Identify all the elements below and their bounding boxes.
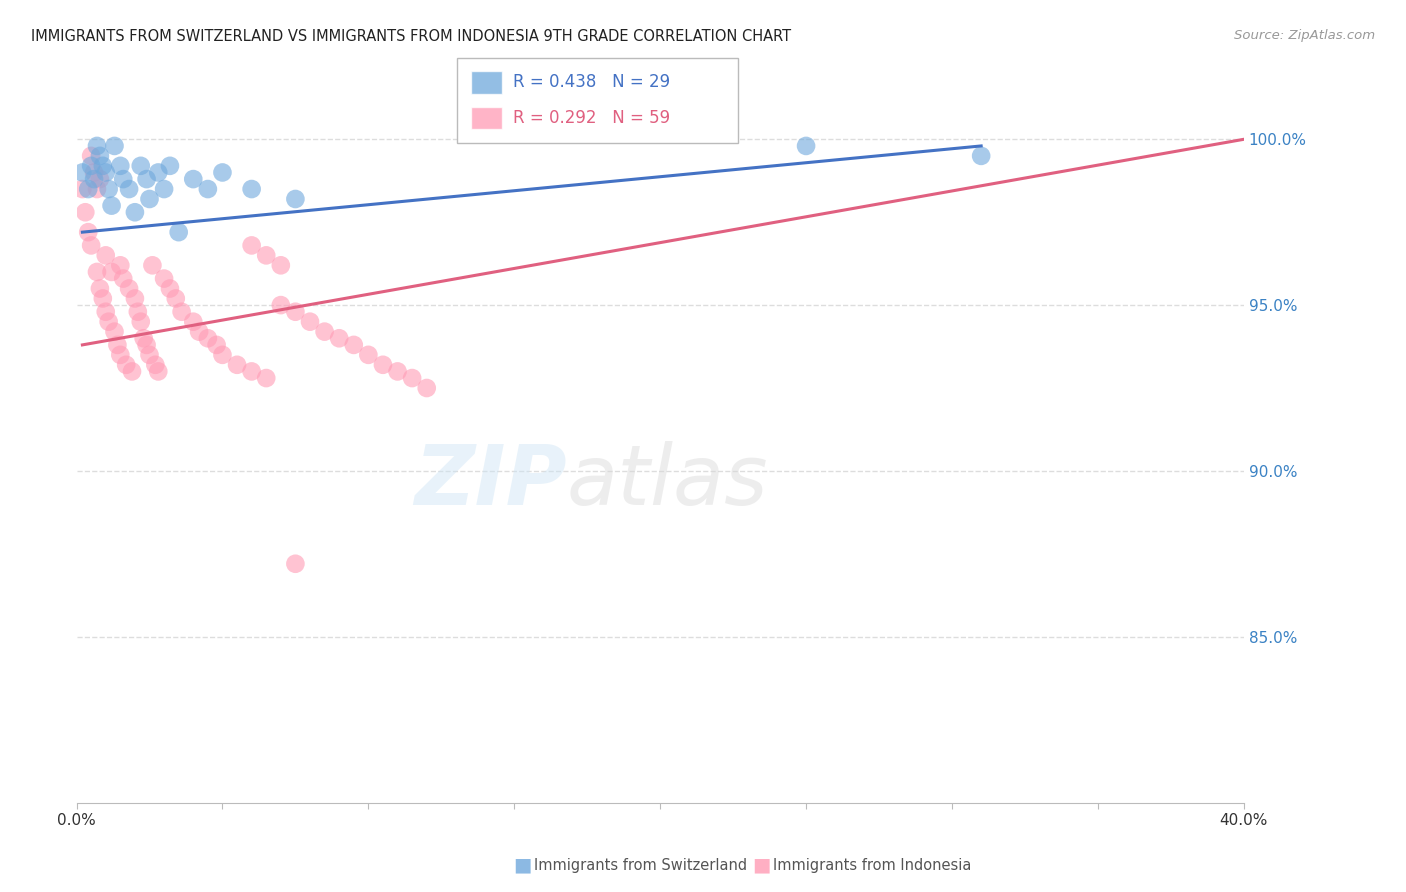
Text: Immigrants from Indonesia: Immigrants from Indonesia bbox=[773, 858, 972, 872]
Point bbox=[97, 182, 120, 196]
Point bbox=[284, 557, 307, 571]
Point bbox=[80, 159, 103, 173]
Point bbox=[159, 281, 181, 295]
Point bbox=[112, 271, 135, 285]
Point bbox=[167, 225, 190, 239]
Point bbox=[121, 364, 143, 378]
Point bbox=[284, 304, 307, 318]
Point bbox=[148, 364, 170, 378]
Point bbox=[100, 199, 122, 213]
Point bbox=[124, 292, 146, 306]
Point bbox=[226, 358, 249, 372]
Point bbox=[159, 159, 181, 173]
Point bbox=[141, 258, 163, 272]
Point bbox=[129, 315, 152, 329]
Point bbox=[328, 331, 350, 345]
Point bbox=[135, 172, 157, 186]
Text: ■: ■ bbox=[752, 855, 770, 875]
Point bbox=[357, 348, 380, 362]
Point bbox=[86, 182, 108, 196]
Point bbox=[127, 304, 149, 318]
Point bbox=[314, 325, 336, 339]
Point bbox=[153, 271, 176, 285]
Point bbox=[94, 304, 117, 318]
Point bbox=[110, 348, 132, 362]
Point bbox=[91, 159, 114, 173]
Point bbox=[118, 281, 141, 295]
Point bbox=[254, 248, 277, 262]
Point bbox=[211, 165, 233, 179]
Point bbox=[72, 165, 94, 179]
Point bbox=[298, 315, 321, 329]
Point bbox=[153, 182, 176, 196]
Point bbox=[148, 165, 170, 179]
Point bbox=[94, 165, 117, 179]
Point bbox=[343, 338, 366, 352]
Point bbox=[270, 258, 292, 272]
Point bbox=[401, 371, 423, 385]
Point bbox=[188, 325, 211, 339]
Point bbox=[103, 325, 125, 339]
Point bbox=[416, 381, 439, 395]
Point bbox=[181, 315, 204, 329]
Point bbox=[91, 292, 114, 306]
Point bbox=[138, 192, 160, 206]
Point bbox=[205, 338, 228, 352]
Point bbox=[118, 182, 141, 196]
Point bbox=[170, 304, 193, 318]
Point bbox=[107, 338, 129, 352]
Point bbox=[211, 348, 233, 362]
Point bbox=[970, 149, 993, 163]
Point bbox=[197, 182, 219, 196]
Point bbox=[270, 298, 292, 312]
Point bbox=[135, 338, 157, 352]
Point bbox=[143, 358, 166, 372]
Text: ■: ■ bbox=[513, 855, 531, 875]
Text: atlas: atlas bbox=[567, 441, 769, 522]
Point bbox=[124, 205, 146, 219]
Text: R = 0.292   N = 59: R = 0.292 N = 59 bbox=[513, 109, 671, 127]
Point bbox=[794, 139, 817, 153]
Point bbox=[129, 159, 152, 173]
Point bbox=[284, 192, 307, 206]
Point bbox=[89, 149, 111, 163]
Point bbox=[165, 292, 187, 306]
Point bbox=[77, 225, 100, 239]
Point bbox=[97, 315, 120, 329]
Point bbox=[181, 172, 204, 186]
Point bbox=[371, 358, 394, 372]
Text: Immigrants from Switzerland: Immigrants from Switzerland bbox=[534, 858, 748, 872]
Point bbox=[240, 364, 263, 378]
Point bbox=[86, 265, 108, 279]
Point bbox=[72, 182, 94, 196]
Point bbox=[115, 358, 138, 372]
Point bbox=[80, 238, 103, 252]
Point bbox=[83, 172, 105, 186]
Point bbox=[132, 331, 155, 345]
Point bbox=[387, 364, 409, 378]
Point bbox=[110, 258, 132, 272]
Point bbox=[240, 182, 263, 196]
Text: ZIP: ZIP bbox=[415, 441, 567, 522]
Point bbox=[83, 165, 105, 179]
Point bbox=[197, 331, 219, 345]
Point bbox=[77, 182, 100, 196]
Text: Source: ZipAtlas.com: Source: ZipAtlas.com bbox=[1234, 29, 1375, 42]
Point bbox=[94, 248, 117, 262]
Point bbox=[80, 149, 103, 163]
Text: R = 0.438   N = 29: R = 0.438 N = 29 bbox=[513, 73, 671, 91]
Point bbox=[138, 348, 160, 362]
Point bbox=[89, 172, 111, 186]
Point bbox=[110, 159, 132, 173]
Text: IMMIGRANTS FROM SWITZERLAND VS IMMIGRANTS FROM INDONESIA 9TH GRADE CORRELATION C: IMMIGRANTS FROM SWITZERLAND VS IMMIGRANT… bbox=[31, 29, 792, 44]
Point bbox=[86, 139, 108, 153]
Point bbox=[89, 281, 111, 295]
Point bbox=[75, 205, 97, 219]
Point bbox=[100, 265, 122, 279]
Point bbox=[254, 371, 277, 385]
Point bbox=[112, 172, 135, 186]
Point bbox=[240, 238, 263, 252]
Point bbox=[103, 139, 125, 153]
